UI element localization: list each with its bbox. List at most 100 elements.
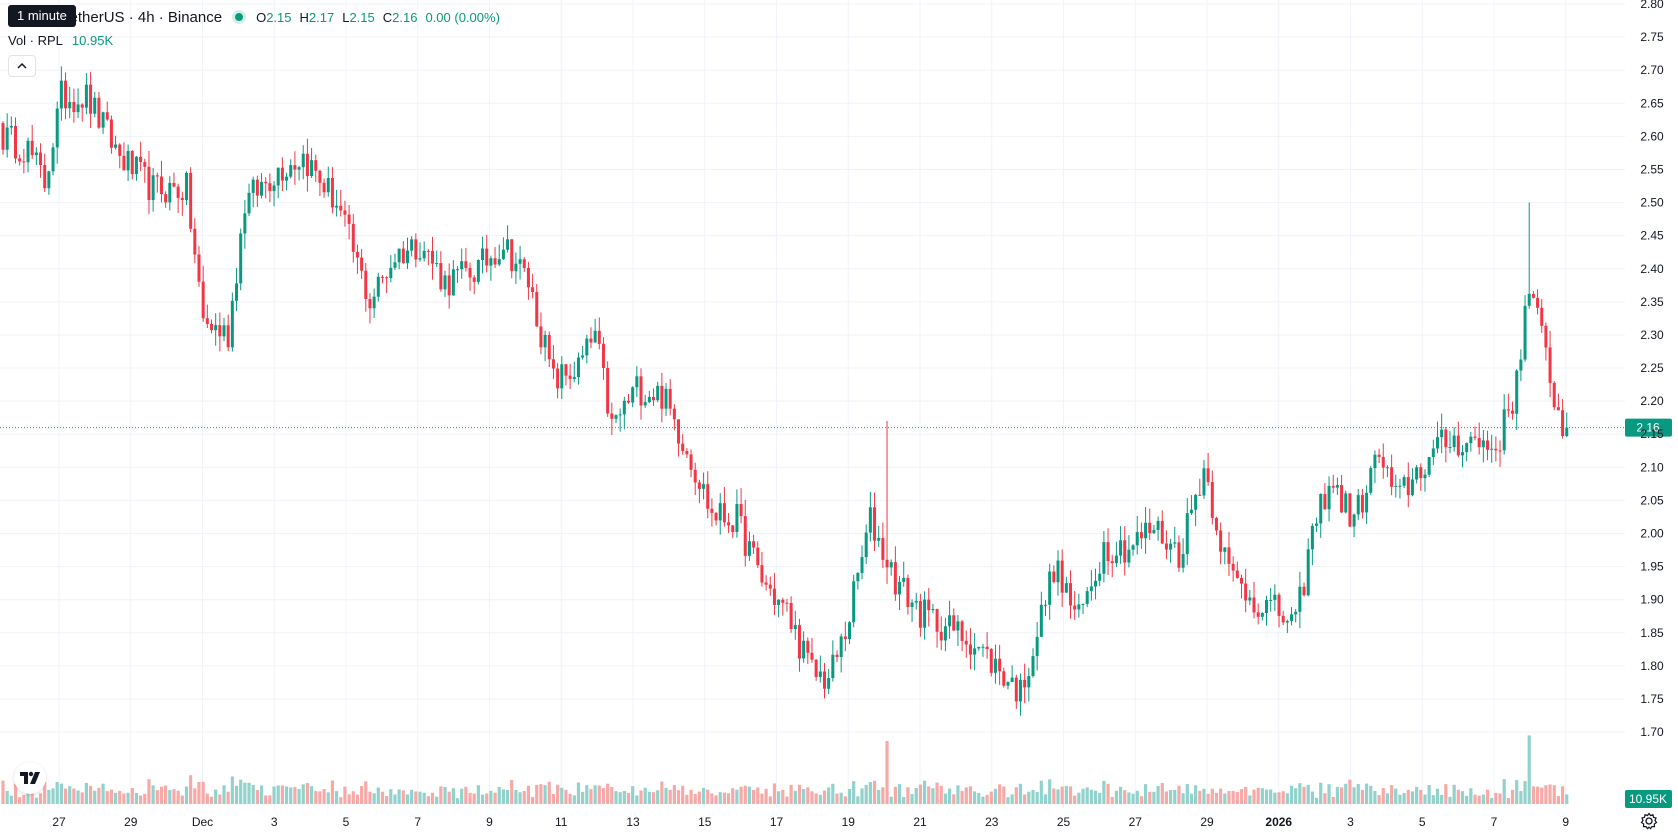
volume-bar: [543, 785, 547, 804]
volume-bar: [1469, 788, 1473, 804]
volume-bar: [197, 781, 201, 804]
candle-body: [464, 261, 468, 269]
volume-bar: [259, 785, 264, 804]
volume-bar: [214, 789, 218, 804]
volume-bar: [1381, 788, 1385, 804]
ohlc-values: O2.15 H2.17 L2.15 C2.16 0.00 (0.00%): [256, 10, 500, 25]
volume-bar: [105, 791, 109, 804]
symbol-legend[interactable]: TetherUS · 4h · Binance O2.15 H2.17 L2.1…: [62, 7, 500, 27]
candle-body: [664, 388, 668, 409]
volume-bar: [572, 795, 576, 804]
candle-body: [1144, 522, 1148, 539]
symbol-title[interactable]: TetherUS · 4h · Binance: [62, 8, 223, 26]
volume-bar: [1506, 798, 1510, 804]
volume-bar: [1473, 794, 1477, 804]
candle-body: [1056, 560, 1060, 583]
volume-bar: [614, 791, 618, 804]
high-label: H: [299, 9, 309, 25]
volume-bar: [772, 783, 777, 804]
candle-body: [393, 262, 397, 268]
volume-bar: [1560, 786, 1565, 804]
volume-bar: [189, 775, 193, 804]
gear-icon[interactable]: [1640, 812, 1658, 830]
candle-body: [1189, 509, 1193, 514]
last-price-line: 2.16 10.95K: [0, 418, 1672, 808]
volume-bar: [522, 790, 526, 804]
volume-bar: [122, 793, 126, 804]
volume-bar: [739, 786, 743, 804]
candle-body: [1089, 586, 1093, 592]
candle-body: [460, 261, 464, 270]
volume-bar: [393, 794, 397, 804]
volume-bar: [626, 793, 631, 804]
volume-bar: [601, 788, 606, 804]
candle-body: [1331, 485, 1335, 488]
volume-bar: [180, 795, 184, 804]
candle-body: [314, 160, 318, 171]
candle-body: [47, 171, 51, 189]
volume-bar: [405, 794, 410, 804]
candle-body: [301, 153, 305, 168]
candle-body: [622, 400, 626, 415]
volume-bar: [831, 783, 835, 804]
candle-body: [943, 626, 947, 641]
volume-bar: [589, 789, 593, 804]
volume-bar: [1089, 789, 1093, 804]
volume-bar: [647, 791, 651, 804]
candle-body: [522, 259, 526, 269]
candle-body: [1498, 450, 1502, 452]
last-price-label: 2.16: [1636, 421, 1660, 435]
candle-body: [456, 269, 460, 271]
last-volume-badge: [1625, 790, 1672, 808]
volume-bar: [480, 794, 485, 804]
volume-bar: [255, 789, 259, 804]
volume-bar: [1010, 794, 1014, 804]
candle-body: [906, 577, 910, 607]
volume-bar: [797, 784, 802, 804]
volume-bar: [781, 789, 785, 804]
candle-body: [818, 671, 822, 678]
volume-bar: [1327, 784, 1331, 804]
candle-body: [1315, 523, 1319, 526]
volume-bar: [159, 786, 164, 804]
volume-bar: [1239, 789, 1244, 804]
volume-bar: [401, 790, 405, 804]
volume-legend[interactable]: Vol · RPL 10.95K: [8, 33, 113, 48]
candle-body: [431, 250, 435, 264]
volume-bar: [860, 788, 864, 804]
volume-bar: [464, 786, 468, 804]
candle-body: [310, 160, 314, 177]
volume-bar: [326, 792, 330, 804]
volume-bar: [1314, 797, 1319, 804]
candle-body: [210, 323, 213, 331]
candle-body: [585, 338, 589, 356]
volume-bar: [1402, 792, 1406, 804]
candle-body: [72, 101, 76, 113]
candle-body: [910, 602, 914, 607]
volume-bar: [697, 791, 701, 804]
tradingview-logo-icon[interactable]: [14, 762, 46, 794]
price-tick-label: 2.20: [1640, 394, 1664, 408]
volume-bar: [47, 789, 51, 804]
volume-bar: [1248, 795, 1252, 804]
candle-body: [768, 584, 772, 589]
candle-body: [1427, 457, 1431, 475]
volume-bar: [1102, 780, 1106, 804]
volume-bar: [872, 780, 877, 804]
candle-body: [510, 239, 514, 272]
candle-body: [714, 512, 718, 521]
volume-bar: [372, 793, 376, 804]
candle-body: [1248, 597, 1252, 601]
volume-bar: [1544, 785, 1548, 804]
collapse-legend-button[interactable]: [8, 55, 36, 77]
volume-bar: [276, 785, 280, 804]
candle-body: [289, 165, 293, 177]
candle-body: [614, 415, 618, 419]
candle-body: [743, 516, 747, 556]
candle-body: [276, 167, 280, 186]
volume-bar: [672, 785, 676, 804]
candle-body: [785, 602, 789, 604]
candle-body: [264, 181, 268, 184]
candle-body: [89, 84, 93, 114]
